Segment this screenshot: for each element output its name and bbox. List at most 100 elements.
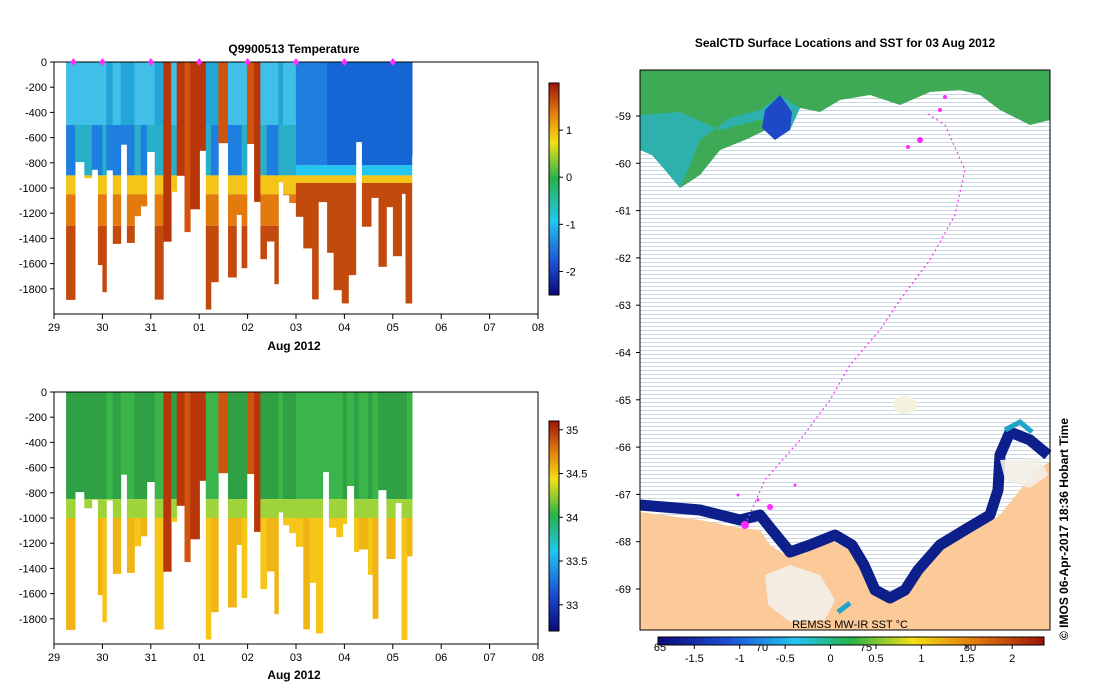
section-cell bbox=[378, 392, 387, 491]
section-cell bbox=[146, 125, 156, 152]
section-cell bbox=[246, 392, 255, 474]
section-cell bbox=[327, 165, 334, 176]
x-tick-label: 06 bbox=[435, 322, 447, 334]
y-tick-label: -800 bbox=[25, 488, 47, 500]
section-cell bbox=[134, 194, 141, 217]
section-cell bbox=[260, 518, 267, 590]
section-cell bbox=[274, 225, 279, 285]
section-cell bbox=[283, 499, 290, 518]
section-cell bbox=[241, 392, 248, 500]
colorbar-tick-label: -2 bbox=[566, 266, 576, 278]
section-cell bbox=[278, 125, 284, 176]
section-cell bbox=[378, 62, 387, 166]
section-cell bbox=[354, 392, 360, 500]
section-cell bbox=[361, 175, 372, 183]
section-cell bbox=[134, 518, 141, 547]
section-cell bbox=[210, 499, 219, 518]
profile-marker bbox=[196, 58, 203, 66]
section-cell bbox=[112, 175, 122, 195]
section-cell bbox=[260, 62, 267, 125]
section-cell bbox=[372, 518, 379, 619]
section-cell bbox=[140, 62, 148, 125]
map-faint-patch bbox=[893, 396, 917, 414]
sst-colorbar-ticks: -1.5 -1 -0.5 0 0.5 1 1.5 2 bbox=[685, 645, 1015, 665]
salinity-y-axis: 0 -200 -400 -600 -800 -1000 -1200 -1400 -1600 -18… bbox=[19, 387, 54, 626]
section-cell bbox=[411, 62, 413, 156]
x-tick-label: 08 bbox=[532, 652, 544, 664]
section-cell bbox=[97, 225, 103, 266]
section-cell bbox=[106, 62, 114, 125]
sst-colorbar-tick-label: -1.5 bbox=[685, 653, 704, 665]
section-cell bbox=[134, 62, 141, 125]
y-tick-label: -800 bbox=[25, 158, 47, 170]
section-cell bbox=[289, 194, 297, 204]
section-cell bbox=[386, 183, 394, 208]
x-tick-label: 07 bbox=[483, 322, 495, 334]
map-lat-axis: -59 -60 -61 -62 -63 -64 -65 -66 -67 -68 -69 bbox=[615, 111, 640, 596]
section-cell bbox=[205, 499, 212, 518]
section-cell bbox=[205, 194, 212, 226]
section-cell bbox=[316, 392, 324, 500]
section-cell bbox=[199, 62, 207, 151]
sst-colorbar-tick-label: 2 bbox=[1009, 653, 1015, 665]
section-cell bbox=[327, 62, 334, 166]
section-cell bbox=[241, 175, 248, 195]
section-cell bbox=[295, 62, 304, 166]
section-cell bbox=[91, 392, 99, 500]
map-pale-ice bbox=[765, 458, 1048, 622]
section-cell bbox=[210, 125, 219, 176]
section-cell bbox=[241, 125, 248, 176]
y-tick-label: -200 bbox=[25, 82, 47, 94]
section-cell bbox=[75, 392, 85, 493]
sst-colorbar-tick-label: 1.5 bbox=[959, 653, 974, 665]
section-cell bbox=[341, 62, 349, 166]
section-cell bbox=[228, 518, 237, 608]
section-cell bbox=[140, 499, 148, 518]
temperature-panel: Q9900513 Temperature 0 -200 -400 -600 -800 -1… bbox=[19, 42, 576, 353]
section-cell bbox=[112, 194, 122, 226]
section-cell bbox=[401, 499, 408, 518]
section-cell bbox=[407, 518, 413, 557]
section-cell bbox=[171, 62, 178, 125]
section-cell bbox=[274, 194, 279, 226]
section-cell bbox=[386, 175, 394, 183]
section-cell bbox=[171, 392, 178, 500]
section-cell bbox=[392, 175, 402, 183]
section-cell bbox=[318, 175, 328, 183]
section-cell bbox=[401, 392, 408, 500]
section-cell bbox=[126, 392, 135, 500]
section-cell bbox=[278, 392, 284, 500]
section-cell bbox=[97, 499, 103, 518]
section-cell bbox=[66, 225, 76, 300]
profile-marker bbox=[293, 58, 299, 66]
section-cell bbox=[405, 165, 413, 176]
section-cell bbox=[266, 175, 275, 195]
lat-tick-label: -59 bbox=[615, 111, 631, 123]
profile-marker bbox=[70, 58, 77, 66]
section-cell bbox=[134, 392, 141, 500]
colorbar-tick-label: 33 bbox=[566, 600, 578, 612]
section-cell bbox=[236, 392, 242, 500]
section-cell bbox=[134, 175, 141, 195]
y-tick-label: -200 bbox=[25, 412, 47, 424]
section-cell bbox=[395, 499, 402, 503]
section-cell bbox=[228, 62, 237, 125]
section-cell bbox=[289, 499, 297, 518]
x-tick-label: 30 bbox=[96, 652, 108, 664]
section-cell bbox=[341, 175, 349, 183]
lat-tick-label: -68 bbox=[615, 537, 631, 549]
section-cell bbox=[120, 125, 128, 145]
section-cell bbox=[336, 518, 344, 538]
y-tick-label: -1400 bbox=[19, 233, 47, 245]
y-tick-label: -1600 bbox=[19, 259, 47, 271]
colorbar-tick-label: 33.5 bbox=[566, 556, 587, 568]
y-tick-label: -1200 bbox=[19, 208, 47, 220]
section-cell bbox=[266, 392, 275, 500]
section-cell bbox=[84, 499, 93, 509]
section-cell bbox=[66, 175, 76, 195]
salinity-xlabel: Aug 2012 bbox=[267, 668, 321, 682]
section-cell bbox=[378, 183, 387, 267]
section-cell bbox=[395, 392, 402, 500]
x-tick-label: 29 bbox=[48, 322, 60, 334]
